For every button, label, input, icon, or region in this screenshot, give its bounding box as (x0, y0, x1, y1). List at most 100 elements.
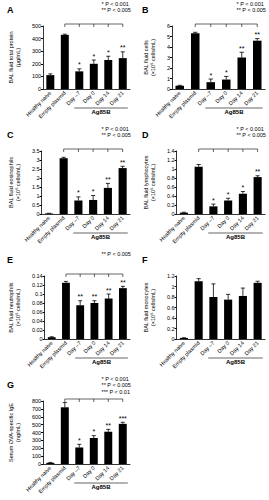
svg-text:** P < 0.005: ** P < 0.005 (236, 132, 265, 138)
svg-text:(×10⁵ cells/mL): (×10⁵ cells/mL) (15, 289, 21, 326)
svg-text:400: 400 (32, 36, 41, 42)
svg-text:Empty plasmid: Empty plasmid (168, 90, 198, 120)
svg-text:1: 1 (36, 193, 39, 199)
svg-text:1: 1 (167, 76, 170, 82)
svg-text:Day 21: Day 21 (108, 340, 125, 357)
svg-text:Empty plasmid: Empty plasmid (171, 215, 201, 245)
svg-text:Day 14: Day 14 (94, 340, 111, 357)
svg-text:(ng/mL): (ng/mL) (15, 423, 21, 442)
svg-text:*: * (212, 197, 215, 204)
svg-text:Day –7: Day –7 (65, 465, 82, 482)
svg-text:Day –7: Day –7 (196, 90, 213, 107)
svg-text:Day –7: Day –7 (199, 215, 216, 232)
svg-text:1.2: 1.2 (167, 273, 175, 279)
svg-text:**: ** (120, 279, 126, 286)
svg-text:*: * (77, 189, 80, 196)
svg-text:0.4: 0.4 (167, 193, 175, 199)
svg-text:1.2: 1.2 (167, 157, 175, 163)
svg-text:0.02: 0.02 (32, 327, 43, 333)
svg-text:*: * (227, 191, 230, 198)
svg-text:2.5: 2.5 (32, 166, 40, 172)
svg-text:Day 21: Day 21 (108, 215, 125, 232)
svg-text:0.2: 0.2 (167, 326, 175, 332)
svg-text:Day 14: Day 14 (93, 215, 110, 232)
svg-text:0.8: 0.8 (167, 294, 175, 300)
svg-text:2: 2 (167, 65, 170, 71)
svg-text:Day –7: Day –7 (64, 215, 81, 232)
svg-text:** P < 0.005: ** P < 0.005 (101, 7, 130, 13)
svg-text:**: ** (106, 422, 112, 429)
svg-text:*: * (107, 49, 110, 56)
svg-text:D: D (142, 130, 149, 140)
svg-text:Day 21: Day 21 (243, 340, 260, 357)
svg-text:B: B (142, 5, 149, 15)
svg-text:3: 3 (167, 55, 170, 61)
svg-text:500: 500 (32, 23, 41, 29)
svg-text:**: ** (105, 176, 111, 183)
svg-text:400: 400 (32, 430, 41, 436)
svg-text:Day –7: Day –7 (65, 90, 82, 107)
svg-text:**: ** (106, 287, 112, 294)
svg-text:(×10⁵ cells/mL): (×10⁵ cells/mL) (150, 39, 156, 76)
svg-text:(×10⁵ cells/mL): (×10⁵ cells/mL) (15, 164, 21, 201)
svg-text:*** P < 0.01: *** P < 0.01 (101, 389, 130, 395)
svg-text:Day 14: Day 14 (94, 465, 111, 482)
svg-text:0.5: 0.5 (32, 202, 40, 208)
svg-text:Day 14: Day 14 (228, 215, 245, 232)
svg-text:Day 21: Day 21 (108, 465, 125, 482)
svg-text:5: 5 (167, 34, 170, 40)
svg-text:**: ** (255, 168, 261, 175)
svg-text:Day 21: Day 21 (108, 90, 125, 107)
svg-text:2: 2 (36, 175, 39, 181)
svg-text:* P < 0.001: * P < 0.001 (236, 1, 263, 7)
svg-text:1: 1 (171, 166, 174, 172)
svg-text:G: G (7, 380, 14, 390)
svg-text:0.6: 0.6 (167, 305, 175, 311)
svg-text:(µg/mL): (µg/mL) (15, 48, 21, 67)
svg-text:*: * (242, 184, 245, 191)
svg-text:**: ** (77, 293, 83, 300)
svg-text:**: ** (120, 159, 126, 166)
svg-text:*: * (78, 437, 81, 444)
svg-text:0.2: 0.2 (167, 202, 175, 208)
svg-text:Ag85B: Ag85B (226, 234, 246, 240)
svg-text:**: ** (92, 293, 98, 300)
svg-text:*: * (92, 428, 95, 435)
svg-text:*: * (92, 53, 95, 60)
svg-text:*: * (225, 69, 228, 76)
svg-text:A: A (7, 5, 14, 15)
svg-text:Day 14: Day 14 (94, 90, 111, 107)
svg-text:0: 0 (40, 336, 43, 342)
svg-text:Empty plasmid: Empty plasmid (38, 340, 68, 370)
svg-text:300: 300 (32, 437, 41, 443)
svg-text:800: 800 (32, 398, 41, 404)
svg-text:1.4: 1.4 (167, 148, 175, 154)
svg-text:0.4: 0.4 (167, 315, 175, 321)
svg-text:0.1: 0.1 (35, 291, 43, 297)
svg-text:0: 0 (171, 336, 174, 342)
svg-text:300: 300 (32, 48, 41, 54)
svg-text:**: ** (120, 44, 126, 51)
svg-text:0.06: 0.06 (32, 309, 43, 315)
svg-text:*: * (78, 61, 81, 68)
svg-text:C: C (7, 130, 14, 140)
svg-text:BAL fluid total protein: BAL fluid total protein (8, 31, 14, 83)
svg-text:* P < 0.001: * P < 0.001 (101, 376, 128, 382)
svg-text:BAL fluid lymphocytes: BAL fluid lymphocytes (143, 155, 149, 209)
svg-text:200: 200 (32, 61, 41, 67)
svg-text:0.08: 0.08 (32, 300, 43, 306)
svg-text:700: 700 (32, 406, 41, 412)
svg-text:*: * (209, 72, 212, 79)
svg-text:3.5: 3.5 (32, 148, 40, 154)
svg-text:***: *** (119, 415, 127, 422)
svg-text:BAL fluid eosinophils: BAL fluid eosinophils (8, 157, 14, 208)
svg-text:100: 100 (32, 73, 41, 79)
svg-text:0.6: 0.6 (167, 184, 175, 190)
svg-text:200: 200 (32, 445, 41, 451)
svg-text:Empty plasmid: Empty plasmid (37, 90, 67, 120)
svg-text:600: 600 (32, 414, 41, 420)
svg-text:Empty plasmid: Empty plasmid (37, 465, 67, 495)
svg-text:** P < 0.005: ** P < 0.005 (101, 132, 130, 138)
svg-text:** P < 0.005: ** P < 0.005 (101, 382, 130, 388)
svg-text:Day 21: Day 21 (243, 90, 260, 107)
